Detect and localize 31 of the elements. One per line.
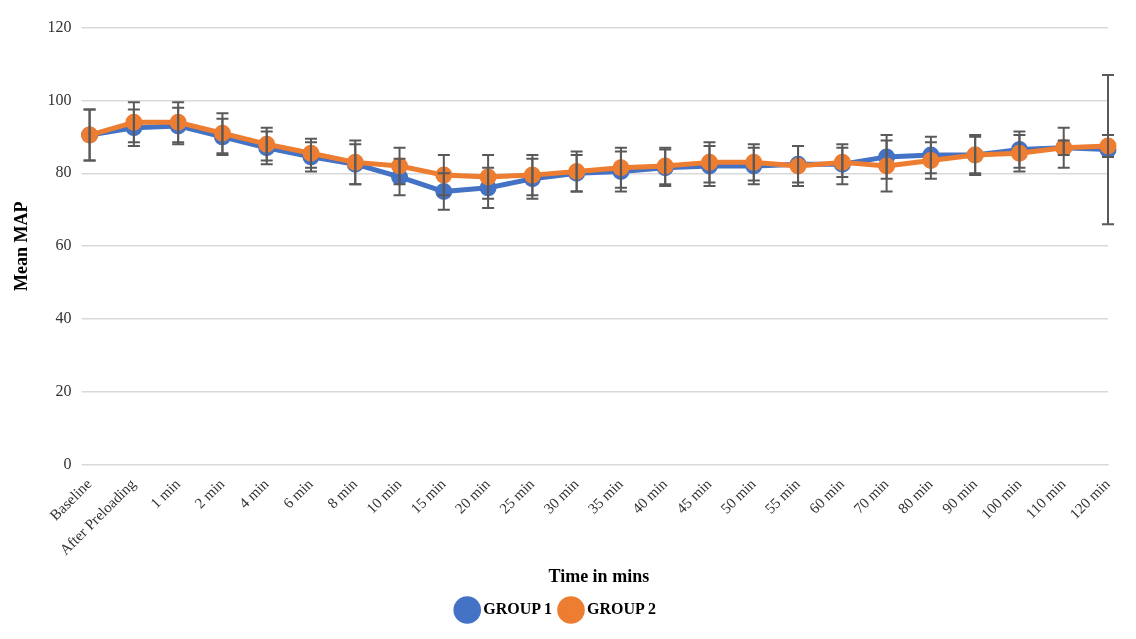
x-tick-label: 50 min [717,475,760,517]
x-tick-label: 40 min [629,475,671,517]
legend-label: GROUP 1 [483,600,553,618]
x-tick-label: 8 min [324,475,361,512]
y-tick-label: 60 [55,236,72,254]
x-tick-label: 2 min [191,475,228,512]
y-tick-label: 40 [55,309,72,327]
x-tick-label: 70 min [850,475,892,517]
y-tick-label: 20 [55,382,72,400]
x-tick-label: 60 min [806,475,848,517]
y-tick-label: 100 [47,90,72,108]
x-tick-label: 15 min [407,475,450,517]
x-tick-label: 55 min [761,475,804,517]
x-tick-label: 80 min [894,475,937,517]
x-tick-label: 45 min [673,475,715,517]
y-axis-title: Mean MAP [11,201,32,291]
x-tick-label: 120 min [1066,475,1114,523]
x-tick-label: 35 min [584,475,627,517]
legend-label: GROUP 2 [587,600,656,618]
y-tick-label: 0 [63,454,72,472]
x-tick-label: 4 min [235,475,272,512]
x-tick-label: 20 min [451,475,494,517]
x-axis-title: Time in mins [548,565,650,586]
x-tick-label: 6 min [280,475,317,512]
x-tick-label: 25 min [496,475,538,517]
y-tick-label: 80 [55,163,72,181]
x-tick-label: 30 min [540,475,582,517]
x-tick-label: 10 min [363,475,405,517]
y-tick-label: 120 [47,17,72,35]
x-tick-label: 110 min [1022,475,1069,522]
x-tick-label: 1 min [147,475,184,512]
